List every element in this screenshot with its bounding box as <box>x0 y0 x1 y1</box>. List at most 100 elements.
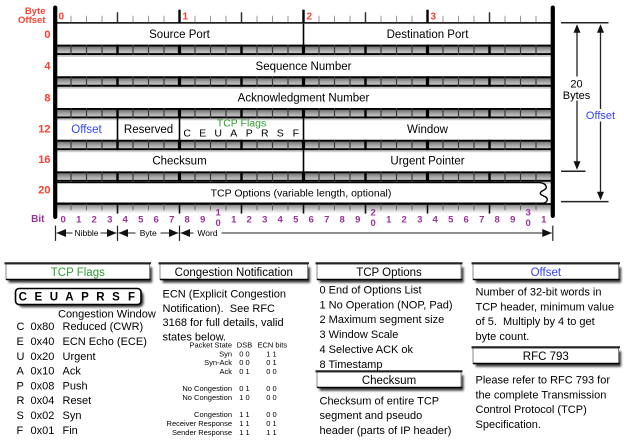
svg-text:1 1: 1 1 <box>266 428 276 437</box>
svg-text:2: 2 <box>402 214 407 225</box>
svg-text:RFC 793: RFC 793 <box>523 351 569 363</box>
svg-text:5: 5 <box>448 214 454 225</box>
svg-text:0 0: 0 0 <box>266 393 276 402</box>
svg-text:0 0: 0 0 <box>266 384 276 393</box>
svg-text:F: F <box>128 292 135 304</box>
svg-text:C: C <box>183 128 191 140</box>
svg-text:Bytes: Bytes <box>563 90 591 102</box>
svg-text:TCP Options: TCP Options <box>356 267 422 279</box>
svg-text:Source Port: Source Port <box>149 29 211 41</box>
svg-text:3168 for full details, valid: 3168 for full details, valid <box>163 317 284 329</box>
svg-text:byte count.: byte count. <box>476 331 530 343</box>
svg-text:Notification). See RFC: Notification). See RFC <box>163 303 276 315</box>
svg-text:9: 9 <box>355 214 360 225</box>
svg-text:1: 1 <box>76 214 82 225</box>
svg-text:1: 1 <box>541 214 547 225</box>
svg-text:0: 0 <box>59 11 65 22</box>
svg-text:7: 7 <box>324 214 329 225</box>
svg-text:20: 20 <box>570 78 582 90</box>
svg-text:TCP Flags: TCP Flags <box>217 117 266 129</box>
svg-text:TCP header, minimum value: TCP header, minimum value <box>476 301 615 313</box>
svg-text:Destination Port: Destination Port <box>387 29 470 41</box>
svg-text:Congestion Window: Congestion Window <box>58 309 156 321</box>
svg-text:Offset: Offset <box>586 110 615 122</box>
svg-text:Number of 32-bit words in: Number of 32-bit words in <box>476 287 602 299</box>
svg-text:Specification.: Specification. <box>476 419 541 431</box>
svg-text:P: P <box>81 292 89 304</box>
svg-text:9: 9 <box>200 214 205 225</box>
svg-text:Offset: Offset <box>71 124 102 136</box>
svg-text:0: 0 <box>526 218 531 229</box>
svg-text:Congestion Notification: Congestion Notification <box>175 267 293 279</box>
svg-text:20: 20 <box>38 185 50 197</box>
svg-text:E: E <box>199 128 206 140</box>
svg-text:0: 0 <box>61 214 66 225</box>
svg-text:3: 3 <box>107 214 112 225</box>
svg-text:6: 6 <box>464 214 469 225</box>
svg-text:Receiver Response: Receiver Response <box>167 419 232 428</box>
svg-text:A: A <box>65 292 73 304</box>
svg-text:0: 0 <box>371 218 376 229</box>
svg-text:Window: Window <box>407 124 449 136</box>
svg-text:4: 4 <box>433 214 439 225</box>
svg-text:Sequence Number: Sequence Number <box>256 61 352 73</box>
svg-text:TCP Options (variable length,: TCP Options (variable length, optional) <box>211 187 392 199</box>
svg-text:ECN (Explicit Congestion: ECN (Explicit Congestion <box>163 289 287 301</box>
svg-text:Please refer to RFC 793 for: Please refer to RFC 793 for <box>476 375 611 387</box>
svg-text:8 Timestamp: 8 Timestamp <box>320 359 383 371</box>
svg-text:Checksum: Checksum <box>152 156 206 168</box>
svg-text:Sender Response: Sender Response <box>172 428 232 437</box>
svg-text:2: 2 <box>371 207 376 218</box>
svg-text:3 Window Scale: 3 Window Scale <box>320 329 399 341</box>
svg-text:0 End of Options List: 0 End of Options List <box>320 285 422 297</box>
svg-text:1 1: 1 1 <box>239 419 249 428</box>
svg-text:2 Maximum segment size: 2 Maximum segment size <box>320 314 445 326</box>
svg-text:DSB: DSB <box>237 341 252 350</box>
svg-text:8: 8 <box>44 92 50 104</box>
svg-text:1 No Operation (NOP, Pad): 1 No Operation (NOP, Pad) <box>320 299 453 311</box>
svg-text:Syn-Ack: Syn-Ack <box>204 358 232 367</box>
svg-text:ECN bits: ECN bits <box>258 341 288 350</box>
svg-text:3: 3 <box>417 214 422 225</box>
svg-text:A: A <box>230 128 237 140</box>
svg-text:4: 4 <box>44 61 51 73</box>
svg-text:0 1: 0 1 <box>239 384 249 393</box>
svg-text:Acknowledgment Number: Acknowledgment Number <box>238 93 370 105</box>
svg-text:TCP Flags: TCP Flags <box>51 267 105 279</box>
svg-text:U: U <box>214 128 222 140</box>
svg-text:1: 1 <box>386 214 392 225</box>
svg-text:0 1: 0 1 <box>239 367 249 376</box>
svg-text:7: 7 <box>169 214 174 225</box>
svg-text:Checksum: Checksum <box>362 375 416 387</box>
svg-text:the complete Transmission: the complete Transmission <box>476 389 607 401</box>
svg-text:4 Selective ACK ok: 4 Selective ACK ok <box>320 344 414 356</box>
svg-text:1: 1 <box>216 207 222 218</box>
svg-text:segment and pseudo: segment and pseudo <box>320 410 423 422</box>
svg-text:F: F <box>293 128 299 140</box>
svg-text:Packet State: Packet State <box>189 341 232 350</box>
svg-text:S: S <box>277 128 284 140</box>
svg-text:U: U <box>50 292 58 304</box>
svg-text:2: 2 <box>307 11 313 22</box>
svg-text:3: 3 <box>431 11 437 22</box>
svg-text:Urgent Pointer: Urgent Pointer <box>390 156 464 168</box>
svg-text:Congestion: Congestion <box>194 410 232 419</box>
svg-text:8: 8 <box>185 214 190 225</box>
svg-text:3: 3 <box>526 207 531 218</box>
svg-text:Checksum of entire TCP: Checksum of entire TCP <box>320 395 440 407</box>
svg-text:Control Protocol (TCP): Control Protocol (TCP) <box>476 404 587 416</box>
svg-text:6: 6 <box>309 214 314 225</box>
svg-text:7: 7 <box>479 214 484 225</box>
svg-text:9: 9 <box>510 214 515 225</box>
svg-text:Word: Word <box>197 228 217 238</box>
svg-text:0: 0 <box>44 29 50 41</box>
svg-text:Offset: Offset <box>531 267 562 279</box>
svg-text:Offset: Offset <box>18 15 46 26</box>
svg-text:0 1: 0 1 <box>266 419 276 428</box>
